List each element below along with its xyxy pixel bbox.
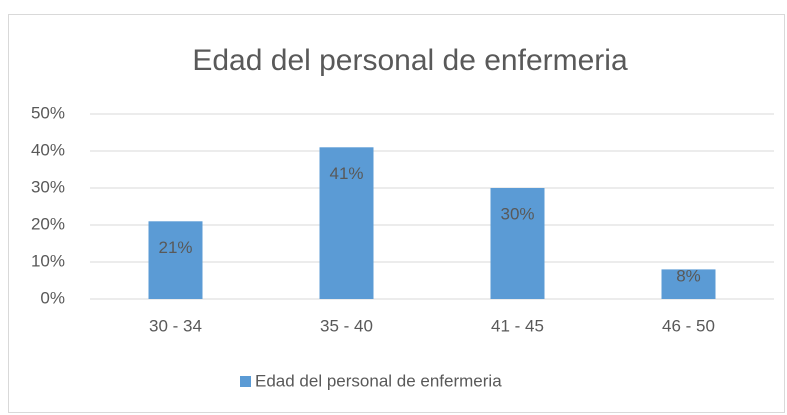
value-label: 8%	[676, 266, 701, 285]
bar	[661, 269, 716, 299]
bar	[148, 221, 203, 299]
y-tick-label: 10%	[31, 251, 65, 270]
y-tick-label: 40%	[31, 140, 65, 159]
y-tick-label: 0%	[40, 288, 65, 307]
value-label: 30%	[500, 204, 534, 223]
value-label: 21%	[158, 238, 192, 257]
x-tick-label: 41 - 45	[491, 316, 544, 335]
y-tick-label: 20%	[31, 214, 65, 233]
legend-swatch	[240, 376, 251, 387]
x-tick-label: 35 - 40	[320, 316, 373, 335]
legend-label: Edad del personal de enfermeria	[255, 371, 502, 390]
value-label: 41%	[329, 164, 363, 183]
bar	[490, 188, 545, 299]
y-tick-label: 50%	[31, 103, 65, 122]
chart-border	[8, 14, 785, 413]
x-tick-label: 46 - 50	[662, 316, 715, 335]
x-tick-label: 30 - 34	[149, 316, 202, 335]
y-tick-label: 30%	[31, 177, 65, 196]
bar	[319, 147, 374, 299]
chart-title: Edad del personal de enfermeria	[192, 44, 628, 77]
